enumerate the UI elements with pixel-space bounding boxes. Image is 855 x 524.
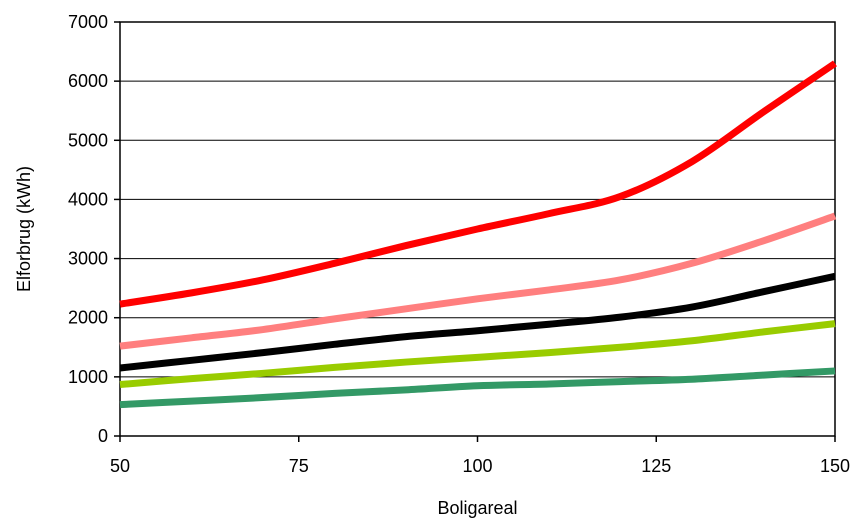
- y-tick-label: 1000: [68, 367, 108, 387]
- series-line-5: [119, 367, 836, 409]
- y-tick-label: 2000: [68, 308, 108, 328]
- x-tick-label: 50: [110, 456, 130, 476]
- axis-ticks: 0 1000 2000 3000 4000 5000 6000 7000 50 75 100 125 1…: [68, 12, 850, 476]
- y-tick-label: 6000: [68, 71, 108, 91]
- series-line-1: [119, 60, 837, 308]
- series-line-3: [119, 272, 836, 372]
- x-tick-label: 125: [641, 456, 671, 476]
- y-tick-label: 4000: [68, 189, 108, 209]
- x-tick-label: 100: [462, 456, 492, 476]
- x-tick-label: 75: [289, 456, 309, 476]
- series-line-4: [119, 320, 836, 389]
- y-axis-title: Elforbrug (kWh): [14, 166, 34, 292]
- series-lines: [119, 60, 837, 409]
- y-tick-label: 7000: [68, 12, 108, 32]
- y-tick-label: 0: [98, 426, 108, 446]
- x-axis-title: Boligareal: [437, 498, 517, 518]
- y-tick-label: 5000: [68, 130, 108, 150]
- y-tick-label: 3000: [68, 249, 108, 269]
- series-line-2: [119, 212, 837, 350]
- x-tick-label: 150: [820, 456, 850, 476]
